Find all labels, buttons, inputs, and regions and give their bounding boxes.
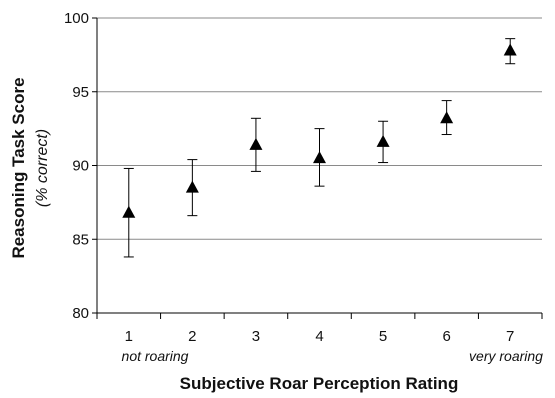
x-axis-ticks: 1 2 3 4 5 6 7 xyxy=(96,313,543,345)
data-point-marker xyxy=(249,137,263,150)
y-tick-label: 95 xyxy=(72,84,89,101)
data-point-marker xyxy=(376,134,390,147)
data-point-marker xyxy=(440,111,454,124)
y-axis-title: Reasoning Task Score xyxy=(9,77,28,258)
x-tick-label: 3 xyxy=(252,328,260,345)
x-tick-label: 2 xyxy=(188,328,196,345)
y-tick-label: 85 xyxy=(72,231,89,248)
y-axis-ticks: 80 85 90 95 100 xyxy=(64,10,97,322)
x-tick-label: 7 xyxy=(506,328,514,345)
data-point-marker xyxy=(185,180,199,193)
x-anchor-low-label: not roaring xyxy=(122,348,189,364)
x-axis-title: Subjective Roar Perception Rating xyxy=(180,374,459,393)
y-axis-subtitle: (% correct) xyxy=(34,129,51,207)
x-anchor-high-label: very roaring xyxy=(469,348,543,364)
y-tick-label: 100 xyxy=(64,10,89,27)
data-point-marker xyxy=(503,43,517,56)
data-point-marker xyxy=(122,205,136,218)
x-tick-label: 5 xyxy=(379,328,387,345)
y-tick-label: 80 xyxy=(72,305,89,322)
gridlines xyxy=(97,17,542,240)
y-tick-label: 90 xyxy=(72,158,89,175)
x-tick-label: 1 xyxy=(125,328,133,345)
data-point-marker xyxy=(313,151,326,164)
x-tick-label: 4 xyxy=(315,328,323,345)
data-markers xyxy=(122,43,517,218)
x-tick-label: 6 xyxy=(442,328,450,345)
error-bars xyxy=(123,38,516,258)
